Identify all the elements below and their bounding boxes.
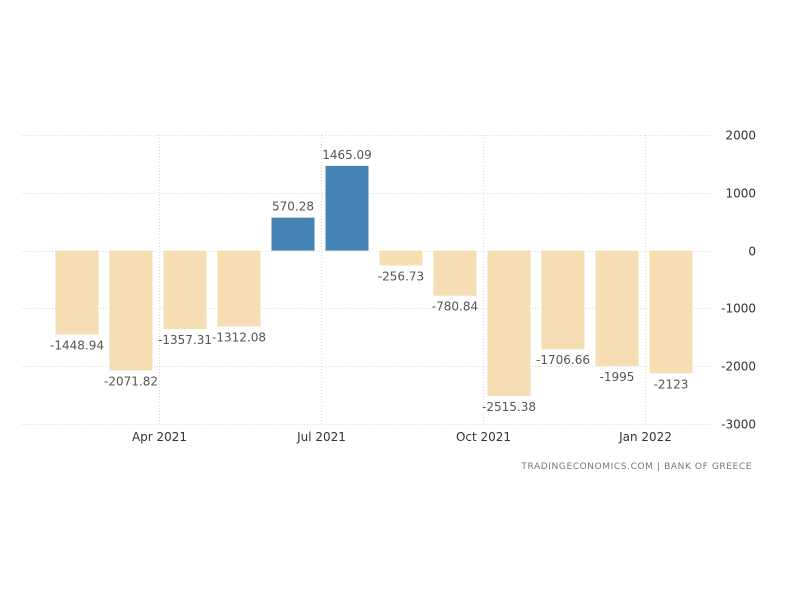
bar-value-label: 570.28 [272, 200, 314, 214]
bars [55, 165, 693, 396]
bar-value-label: 1465.09 [322, 148, 372, 162]
bar-value-label: -2123 [654, 377, 689, 391]
x-axis: Apr 2021 Jul 2021 Oct 2021 Jan 2022 [132, 430, 672, 444]
bar-value-label: -1448.94 [50, 338, 104, 352]
y-axis: 2000 1000 0 -1000 -2000 -3000 [721, 129, 756, 432]
bar-value-label: -1312.08 [212, 330, 266, 344]
bar [541, 250, 585, 350]
x-tick-label: Jul 2021 [296, 430, 346, 444]
bar-value-label: -256.73 [378, 269, 424, 283]
y-tick-label: 2000 [725, 129, 756, 143]
bar [271, 217, 315, 251]
bar [649, 250, 693, 374]
bar-value-label: -1357.31 [158, 333, 212, 347]
y-tick-label: -2000 [721, 360, 756, 374]
bar-value-label: -2515.38 [482, 400, 536, 414]
y-tick-label: -3000 [721, 418, 756, 432]
chart-source: TRADINGECONOMICS.COM | BANK OF GREECE [521, 462, 752, 472]
x-tick-label: Jan 2022 [618, 430, 672, 444]
bar [163, 250, 207, 330]
x-tick-label: Oct 2021 [456, 430, 511, 444]
bar [487, 250, 531, 396]
bar [595, 250, 639, 366]
bar-value-label: -1706.66 [536, 353, 590, 367]
bar [433, 250, 477, 296]
y-tick-label: 1000 [725, 187, 756, 201]
y-tick-label: -1000 [721, 302, 756, 316]
y-tick-label: 0 [748, 245, 756, 259]
x-tick-label: Apr 2021 [132, 430, 187, 444]
bar [55, 250, 99, 335]
bar [217, 250, 261, 327]
bar-value-label: -780.84 [432, 300, 478, 314]
bar-value-label: -2071.82 [104, 374, 158, 388]
data-labels: -1448.94 -2071.82 -1357.31 -1312.08 570.28 14… [50, 148, 688, 414]
bar-value-label: -1995 [600, 370, 635, 384]
bar [379, 250, 423, 266]
bar [109, 250, 153, 371]
bar [325, 165, 369, 251]
